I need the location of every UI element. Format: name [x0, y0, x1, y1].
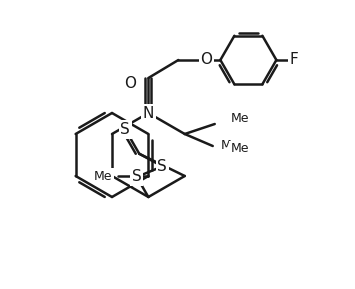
Text: S: S [132, 169, 142, 184]
Text: Me: Me [94, 170, 113, 182]
Text: Me: Me [231, 112, 249, 125]
Text: F: F [290, 53, 299, 68]
Text: O: O [200, 53, 212, 68]
Text: S: S [158, 159, 167, 174]
Text: O: O [124, 75, 136, 90]
Text: Me: Me [231, 142, 249, 155]
Text: S: S [120, 122, 130, 137]
Text: Me: Me [221, 140, 239, 153]
Text: N: N [143, 105, 154, 121]
